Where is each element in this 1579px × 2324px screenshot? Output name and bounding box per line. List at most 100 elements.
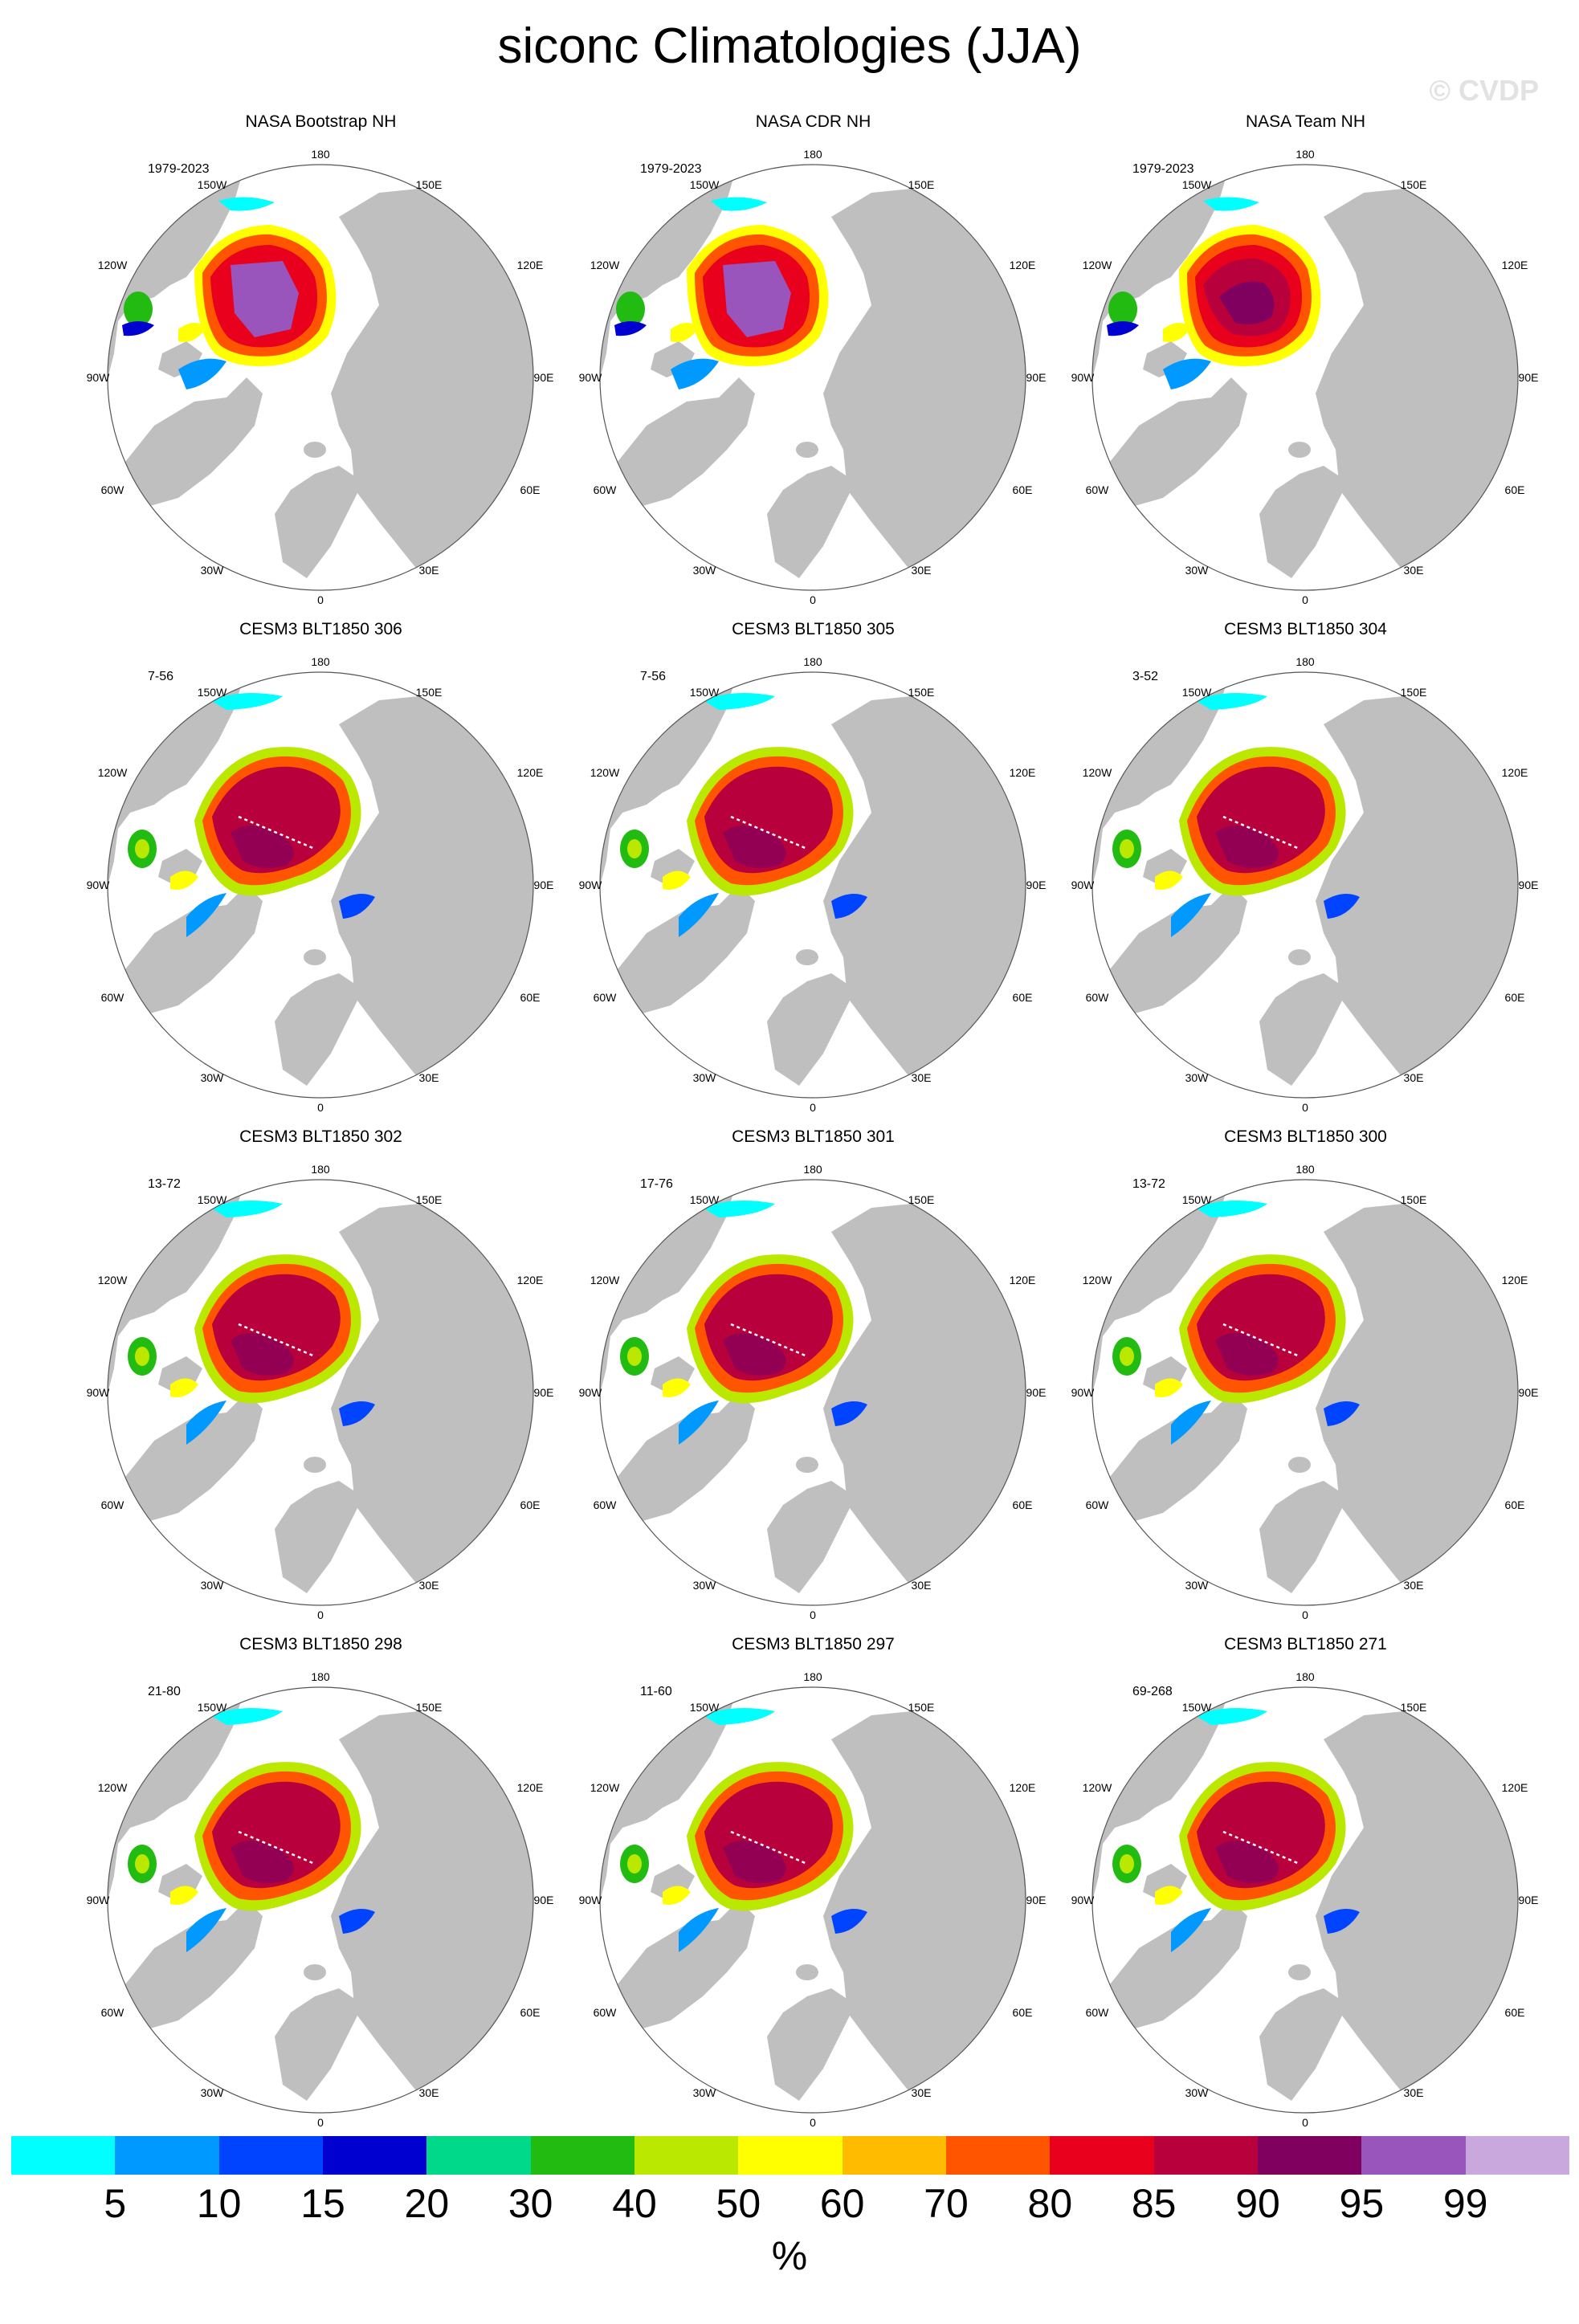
colorbar-tick-label: 30 — [508, 2181, 553, 2226]
longitude-label-w60: 60W — [593, 991, 617, 1004]
iceland-island — [1288, 1457, 1311, 1473]
longitude-label-w30: 30W — [1185, 1071, 1209, 1084]
map-panel: CESM3 BLT1850 302 13-72 180 150W 150E 120W 120… — [74, 1127, 568, 1625]
longitude-label-nw150: 150W — [689, 178, 720, 191]
greenland-landmass — [1107, 1900, 1247, 2028]
panel-title: CESM3 BLT1850 271 — [1224, 1635, 1387, 1653]
longitude-label-ne150: 150E — [908, 1193, 935, 1206]
longitude-label-e120: 120E — [1501, 1781, 1528, 1794]
polar-stereographic-map — [107, 1686, 534, 2114]
longitude-label-nw150: 150W — [197, 1701, 227, 1714]
longitude-label-top: 180 — [1295, 655, 1315, 668]
longitude-label-w60: 60W — [1085, 991, 1109, 1004]
longitude-label-e90: 90E — [1026, 1386, 1047, 1399]
longitude-label-w120: 120W — [97, 766, 128, 779]
longitude-label-ne150: 150E — [908, 1701, 935, 1714]
panel-title: CESM3 BLT1850 305 — [732, 620, 895, 638]
longitude-label-w90: 90W — [86, 1894, 110, 1906]
longitude-label-w30: 30W — [1185, 1579, 1209, 1592]
longitude-label-top: 180 — [311, 1670, 330, 1683]
longitude-label-w60: 60W — [100, 991, 124, 1004]
polar-stereographic-map — [599, 671, 1026, 1099]
iceland-island — [1288, 1964, 1311, 1980]
longitude-label-w90: 90W — [86, 371, 110, 384]
longitude-label-top: 180 — [311, 148, 330, 161]
longitude-label-top: 180 — [803, 655, 822, 668]
panel-title: CESM3 BLT1850 297 — [732, 1635, 895, 1653]
longitude-label-e30: 30E — [418, 2086, 439, 2099]
colorbar-box — [115, 2136, 220, 2175]
longitude-label-e60: 60E — [1504, 991, 1525, 1004]
longitude-label-e90: 90E — [1518, 1894, 1539, 1906]
longitude-label-e120: 120E — [1009, 1781, 1036, 1794]
cvdp-watermark: © CVDP — [1429, 74, 1539, 107]
longitude-label-e90: 90E — [533, 371, 554, 384]
sea-ice-field — [122, 197, 337, 389]
map-panel: CESM3 BLT1850 306 7-56 180 150W 150E 120W 120E… — [74, 620, 568, 1118]
longitude-label-bottom: 0 — [1302, 2116, 1308, 2129]
longitude-label-w30: 30W — [200, 1579, 224, 1592]
longitude-label-bottom: 0 — [810, 593, 816, 606]
panel-title: NASA Bootstrap NH — [245, 112, 397, 131]
colorbar — [11, 2136, 1570, 2175]
longitude-label-e30: 30E — [1403, 1579, 1424, 1592]
year-range-label: 7-56 — [148, 670, 174, 683]
longitude-label-nw150: 150W — [197, 686, 227, 699]
map-panel: NASA CDR NH 1979-2023 180 150W 150E 120W 120E 9… — [566, 112, 1060, 610]
colorbar-box — [1258, 2136, 1362, 2175]
colorbar-tick-label: 5 — [104, 2181, 127, 2226]
colorbar-tick-label: 40 — [612, 2181, 657, 2226]
colorbar-box — [323, 2136, 427, 2175]
colorbar-tick-label: 70 — [924, 2181, 969, 2226]
longitude-label-w30: 30W — [692, 1071, 716, 1084]
longitude-label-bottom: 0 — [317, 1608, 324, 1621]
greenland-landmass — [122, 377, 263, 506]
scandinavia-landmass — [275, 1481, 363, 1593]
year-range-label: 1979-2023 — [1132, 162, 1194, 176]
map-boundary — [1091, 1179, 1519, 1606]
longitude-label-w30: 30W — [692, 564, 716, 577]
longitude-label-e60: 60E — [520, 991, 541, 1004]
colorbar-tick-label: 85 — [1131, 2181, 1177, 2226]
longitude-label-w120: 120W — [1082, 1274, 1112, 1286]
longitude-label-ne150: 150E — [1400, 1193, 1427, 1206]
scandinavia-landmass — [1259, 1988, 1348, 2101]
longitude-label-ne150: 150E — [908, 686, 935, 699]
sea-ice-field — [614, 197, 829, 389]
longitude-label-w60: 60W — [100, 483, 124, 496]
colorbar-tick-label: 10 — [196, 2181, 242, 2226]
year-range-label: 1979-2023 — [640, 162, 702, 176]
scandinavia-landmass — [1259, 1481, 1348, 1593]
longitude-label-w60: 60W — [1085, 483, 1109, 496]
longitude-label-w120: 120W — [97, 1274, 128, 1286]
longitude-label-w60: 60W — [100, 2006, 124, 2019]
iceland-island — [1288, 949, 1311, 965]
longitude-label-w90: 90W — [1071, 1386, 1095, 1399]
longitude-label-w120: 120W — [590, 766, 620, 779]
map-boundary — [107, 1686, 534, 2114]
longitude-label-e120: 120E — [1009, 766, 1036, 779]
longitude-label-w90: 90W — [1071, 371, 1095, 384]
longitude-label-w30: 30W — [200, 2086, 224, 2099]
map-boundary — [599, 1179, 1026, 1606]
longitude-label-e120: 120E — [516, 1274, 544, 1286]
longitude-label-bottom: 0 — [317, 1101, 324, 1114]
colorbar-units: % — [771, 2233, 808, 2278]
colorbar-box — [11, 2136, 116, 2175]
longitude-label-ne150: 150E — [1400, 178, 1427, 191]
polar-stereographic-map — [599, 1686, 1026, 2114]
scandinavia-landmass — [1259, 973, 1348, 1086]
longitude-label-e30: 30E — [418, 1579, 439, 1592]
longitude-label-e120: 120E — [516, 1781, 544, 1794]
map-boundary — [599, 1686, 1026, 2114]
year-range-label: 69-268 — [1132, 1685, 1173, 1698]
panel-title: CESM3 BLT1850 301 — [732, 1127, 895, 1146]
map-panel: CESM3 BLT1850 271 69-268 180 150W 150E 120W 12… — [1059, 1635, 1552, 2133]
longitude-label-top: 180 — [1295, 148, 1315, 161]
longitude-label-e30: 30E — [1403, 2086, 1424, 2099]
greenland-landmass — [614, 885, 755, 1013]
longitude-label-e60: 60E — [1012, 1498, 1033, 1511]
longitude-label-ne150: 150E — [415, 1701, 443, 1714]
longitude-label-nw150: 150W — [1181, 1701, 1212, 1714]
panel-title: CESM3 BLT1850 306 — [239, 620, 402, 638]
